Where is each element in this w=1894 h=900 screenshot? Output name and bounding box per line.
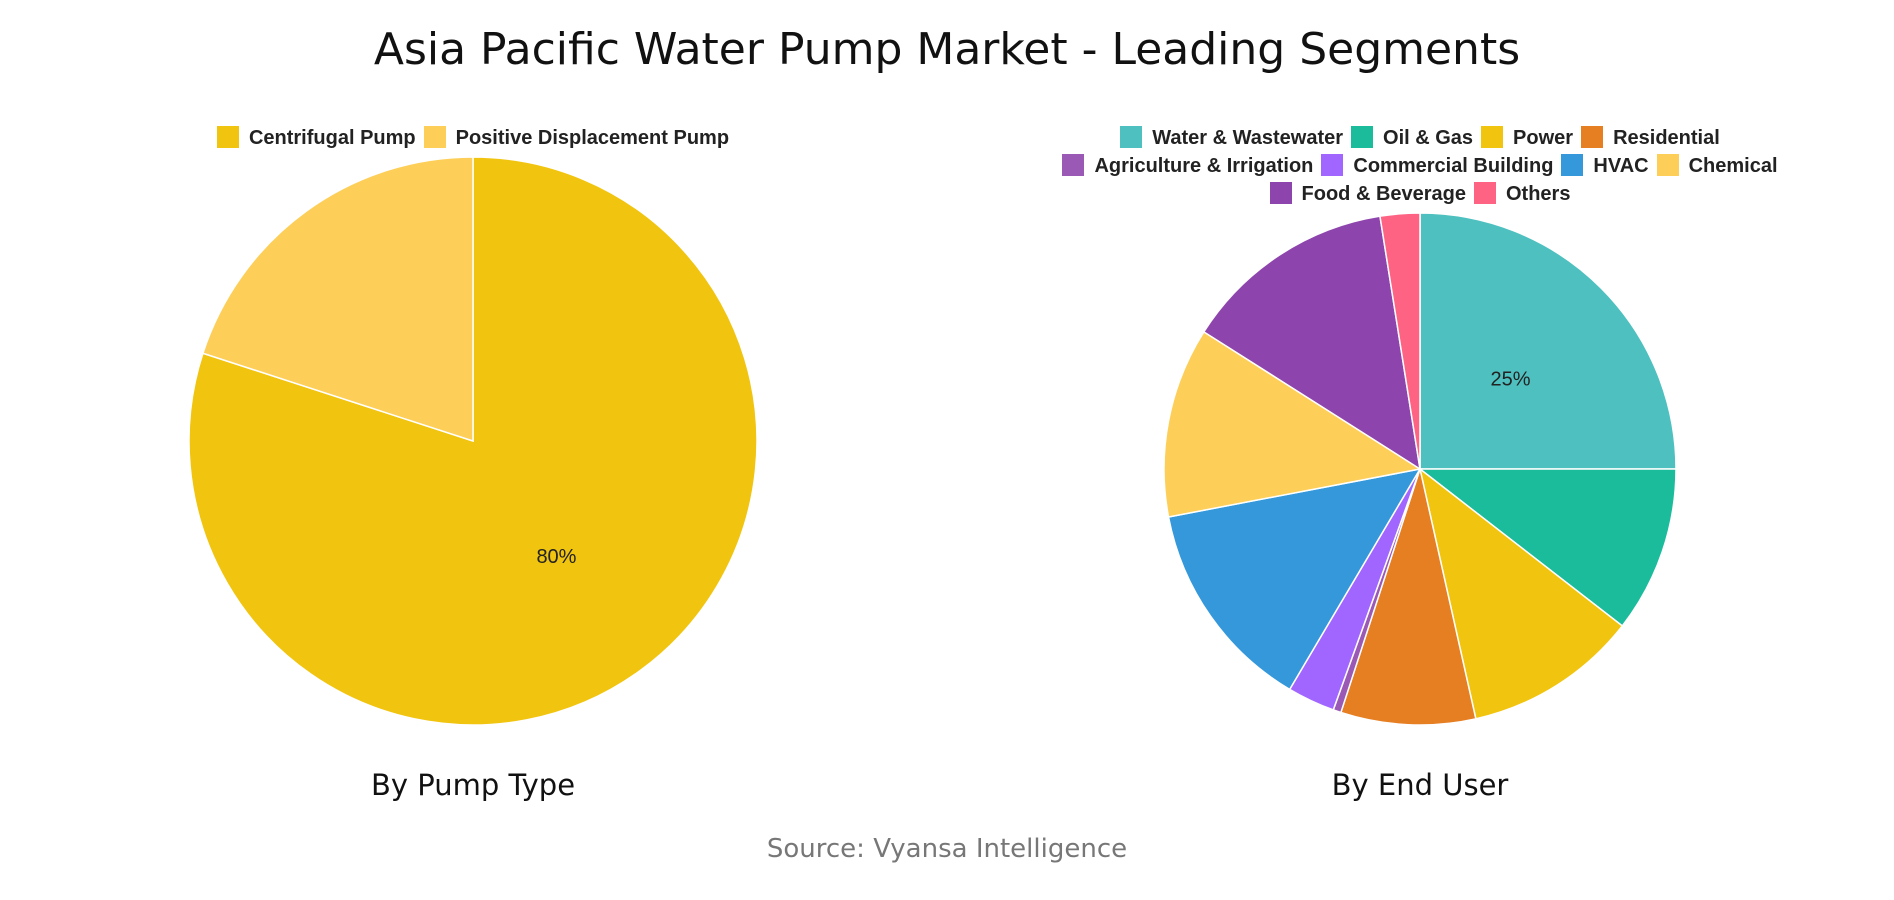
slice-data-label: 25% [1490, 368, 1530, 390]
legend-swatch [1321, 154, 1344, 176]
legend-item[interactable]: Others [1474, 180, 1570, 208]
legend-item[interactable]: Centrifugal Pump [216, 124, 416, 152]
legend-item[interactable]: Oil & Gas [1351, 124, 1473, 152]
pie-slice-water-wastewater[interactable] [1419, 212, 1677, 470]
slice-data-label: 80% [536, 546, 576, 568]
pie-slice-power[interactable] [1418, 467, 1624, 720]
source-note: Source: Vyansa Intelligence [766, 834, 1128, 864]
legend-pump-type: Centrifugal Pump Positive Displacement Pu… [173, 124, 773, 152]
legend-label: Chemical [1688, 155, 1778, 177]
legend-end-user: Water & Wastewater Oil & Gas Power Resident… [1010, 124, 1830, 208]
legend-row: Agriculture & Irrigation Commercial Build… [1010, 152, 1830, 180]
legend-swatch [1656, 154, 1679, 176]
legend-item[interactable]: Water & Wastewater [1120, 124, 1343, 152]
legend-label: Oil & Gas [1383, 127, 1474, 149]
legend-swatch [1351, 126, 1374, 148]
pie-slice-food-beverage[interactable] [1202, 215, 1422, 471]
legend-item[interactable]: Food & Beverage [1269, 180, 1466, 208]
legend-label: Commercial Building [1353, 155, 1554, 177]
legend-item[interactable]: Agriculture & Irrigation [1062, 152, 1313, 180]
legend-label: Food & Beverage [1301, 183, 1466, 205]
legend-label: Power [1513, 127, 1574, 149]
legend-swatch [1269, 182, 1292, 204]
legend-label: Centrifugal Pump [248, 127, 416, 149]
legend-row: Food & Beverage Others [1010, 180, 1830, 208]
legend-label: Residential [1613, 127, 1720, 149]
legend-swatch [1481, 126, 1504, 148]
legend-swatch [216, 126, 239, 148]
legend-item[interactable]: Power [1481, 124, 1573, 152]
subtitle-end-user: By End User [1331, 768, 1509, 802]
legend-label: Positive Displacement Pump [455, 127, 730, 149]
legend-swatch [1561, 154, 1584, 176]
legend-item[interactable]: Commercial Building [1321, 152, 1553, 180]
legend-swatch [1474, 182, 1496, 204]
legend-swatch [1062, 154, 1085, 176]
chart-title: Asia Pacific Water Pump Market - Leading… [373, 24, 1521, 75]
pie-slice-residential[interactable] [1339, 466, 1477, 726]
legend-row: Centrifugal Pump Positive Displacement Pu… [173, 124, 773, 152]
subtitle-pump-type: By Pump Type [370, 768, 576, 802]
legend-row: Water & Wastewater Oil & Gas Power Resident… [1010, 124, 1830, 152]
legend-swatch [1581, 126, 1604, 148]
legend-label: Others [1506, 183, 1571, 205]
pie-slice-others[interactable] [1379, 212, 1421, 470]
pie-slice-oil-gas[interactable] [1417, 468, 1677, 627]
legend-label: Agriculture & Irrigation [1094, 155, 1314, 177]
legend-item[interactable]: HVAC [1561, 152, 1649, 180]
legend-item[interactable]: Positive Displacement Pump [423, 124, 730, 152]
legend-swatch [423, 126, 446, 148]
legend-label: Water & Wastewater [1152, 127, 1344, 149]
legend-item[interactable]: Chemical [1656, 152, 1778, 180]
legend-label: HVAC [1593, 155, 1649, 177]
legend-item[interactable]: Residential [1581, 124, 1720, 152]
pie-slice-hvac[interactable] [1167, 467, 1422, 691]
pie-slice-positive-displacement-pump[interactable] [201, 156, 474, 443]
pie-slice-chemical[interactable] [1163, 330, 1423, 518]
legend-swatch [1120, 126, 1143, 148]
